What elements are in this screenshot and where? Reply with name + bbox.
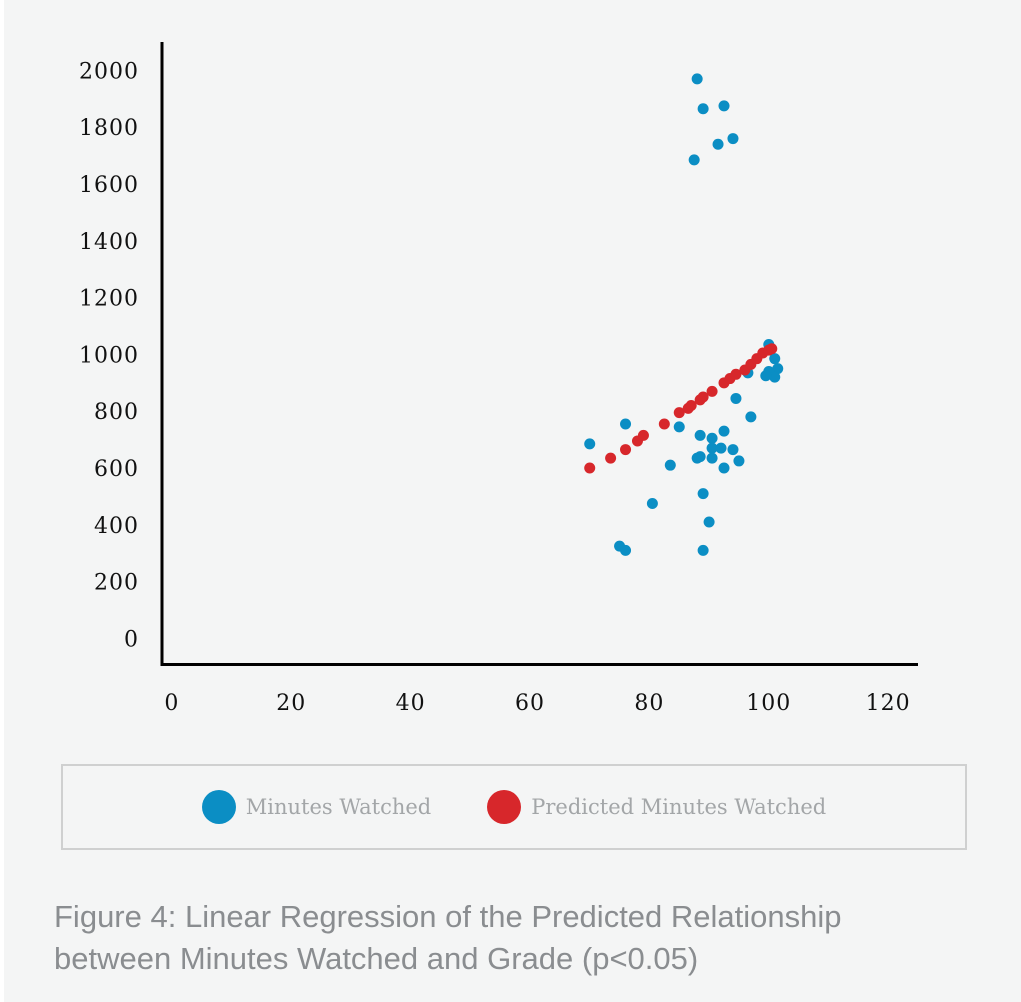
minutes-watched-point <box>718 462 730 474</box>
legend-item-predicted-minutes-watched: Predicted Minutes Watched <box>487 790 826 824</box>
legend-swatch-predicted-minutes-watched <box>487 790 522 824</box>
y-tick-label: 1600 <box>79 173 139 198</box>
legend-swatch-minutes-watched <box>201 790 236 824</box>
y-tick-label: 1000 <box>79 343 139 368</box>
x-tick-label: 100 <box>746 691 791 716</box>
minutes-watched-point <box>694 451 706 463</box>
x-tick-label: 40 <box>396 691 426 716</box>
minutes-watched-point <box>772 363 784 375</box>
predicted-minutes-point <box>766 343 778 355</box>
predicted-minutes-point <box>605 452 617 464</box>
y-tick-label: 800 <box>94 400 139 425</box>
predicted-minutes-point <box>658 418 670 430</box>
minutes-watched-point <box>697 544 709 556</box>
x-tick-label: 80 <box>634 691 664 716</box>
x-tick-label: 0 <box>164 691 179 716</box>
figure-caption: Figure 4: Linear Regression of the Predi… <box>54 896 994 980</box>
minutes-watched-point <box>688 154 700 166</box>
y-tick-label: 0 <box>124 627 139 652</box>
minutes-watched-point <box>769 371 781 383</box>
legend-label-predicted-minutes-watched: Predicted Minutes Watched <box>531 795 827 819</box>
minutes-watched-point <box>718 100 730 112</box>
minutes-watched-point <box>769 353 781 365</box>
y-tick-label: 1800 <box>79 116 139 141</box>
minutes-watched-point <box>584 438 596 450</box>
minutes-watched-point <box>706 442 718 454</box>
predicted-minutes-point <box>730 368 742 380</box>
minutes-watched-point <box>691 73 703 85</box>
caption-line-1: Figure 4: Linear Regression of the Predi… <box>54 899 842 934</box>
x-tick-label: 60 <box>515 691 545 716</box>
minutes-watched-point <box>620 418 632 430</box>
y-tick-label: 1200 <box>79 287 139 312</box>
minutes-watched-point <box>715 442 727 454</box>
minutes-watched-point <box>745 411 757 423</box>
predicted-minutes-point <box>673 407 685 419</box>
legend-item-minutes-watched: Minutes Watched <box>201 790 432 824</box>
minutes-watched-point <box>718 425 730 437</box>
minutes-watched-point <box>706 452 718 464</box>
minutes-watched-point <box>712 138 724 150</box>
minutes-watched-point <box>706 432 718 444</box>
caption-line-2: between Minutes Watched and Grade (p<0.0… <box>54 941 699 976</box>
predicted-minutes-point <box>697 391 709 403</box>
legend-label-minutes-watched: Minutes Watched <box>245 795 432 819</box>
predicted-minutes-point <box>637 429 649 441</box>
y-tick-label: 2000 <box>79 59 139 84</box>
legend: Minutes Watched Predicted Minutes Watche… <box>61 764 967 850</box>
minutes-watched-point <box>673 421 685 433</box>
y-tick-label: 600 <box>94 457 139 482</box>
figure: 0 200 400 600 800 1000 1200 1400 1600 1800 2000 0 2… <box>4 0 1021 1002</box>
y-tick-label: 200 <box>94 571 139 596</box>
y-tick-label: 400 <box>94 514 139 539</box>
predicted-minutes-point <box>706 385 718 397</box>
data-points <box>584 73 784 556</box>
minutes-watched-point <box>727 444 739 456</box>
minutes-watched-point <box>697 488 709 500</box>
predicted-minutes-point <box>584 462 596 474</box>
predicted-minutes-point <box>620 444 632 456</box>
minutes-watched-point <box>733 455 745 467</box>
x-axis-ticks: 0 20 40 60 80 100 120 <box>164 691 911 716</box>
minutes-watched-point <box>760 370 772 382</box>
minutes-watched-point <box>664 459 676 471</box>
y-tick-label: 1400 <box>79 230 139 255</box>
x-tick-label: 20 <box>276 691 306 716</box>
minutes-watched-point <box>646 498 658 510</box>
minutes-watched-point <box>697 103 709 115</box>
minutes-watched-point <box>727 133 739 145</box>
minutes-watched-point <box>620 544 632 556</box>
x-tick-label: 120 <box>866 691 911 716</box>
predicted-minutes-point <box>685 400 697 412</box>
minutes-watched-point <box>694 429 706 441</box>
y-axis-ticks: 0 200 400 600 800 1000 1200 1400 1600 1800 2000 <box>79 59 139 652</box>
minutes-watched-point <box>730 392 742 404</box>
scatter-plot: 0 200 400 600 800 1000 1200 1400 1600 1800 2000 0 2… <box>79 42 918 716</box>
minutes-watched-point <box>703 516 715 528</box>
